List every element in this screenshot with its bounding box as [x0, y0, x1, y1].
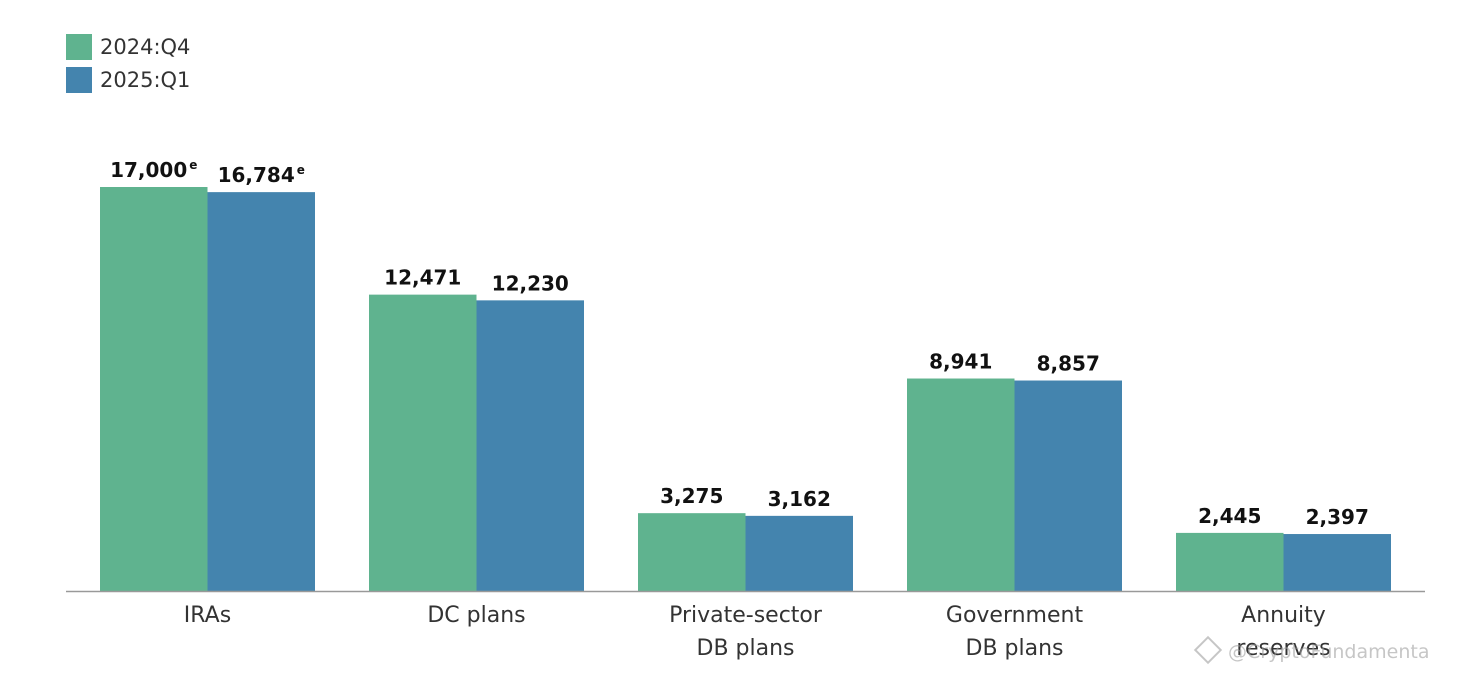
watermark-text: @CryptoFundamenta	[1228, 641, 1430, 663]
category-label-0-0: IRAs	[184, 603, 231, 628]
legend: 2024:Q4 2025:Q1	[66, 30, 190, 96]
legend-item-2024q4: 2024:Q4	[66, 30, 190, 63]
bar-1-0	[369, 294, 477, 591]
watermark: @CryptoFundamenta	[1193, 635, 1430, 665]
bar-3-0	[907, 378, 1015, 591]
bar-1-1	[476, 300, 584, 591]
data-label-4-1: 2,397	[1306, 505, 1369, 529]
category-label-3-1: DB plans	[966, 636, 1064, 661]
bar-3-1	[1014, 380, 1122, 591]
bar-4-0	[1176, 532, 1284, 591]
data-label-4-0: 2,445	[1198, 504, 1261, 528]
legend-label-2025q1: 2025:Q1	[100, 67, 191, 92]
category-label-2-1: DB plans	[697, 636, 795, 661]
data-label-3-0: 8,941	[929, 350, 992, 374]
data-label-2-1: 3,162	[768, 487, 831, 511]
data-label-2-0: 3,275	[660, 484, 723, 508]
category-label-4-0: Annuity	[1241, 603, 1326, 628]
legend-swatch-2025q1	[66, 66, 92, 93]
category-label-4-1: reserves	[1236, 636, 1330, 661]
data-label-0-1: 16,784 e	[218, 163, 305, 187]
legend-label-2024q4: 2024:Q4	[100, 34, 191, 59]
bar-2-1	[745, 515, 853, 591]
legend-item-2025q1: 2025:Q1	[66, 63, 190, 96]
data-label-1-1: 12,230	[492, 271, 569, 295]
bar-4-1	[1283, 534, 1391, 591]
binance-diamond-icon	[1193, 635, 1223, 665]
category-label-3-0: Government	[946, 603, 1084, 628]
category-label-2-0: Private-sector	[669, 603, 823, 628]
data-label-3-1: 8,857	[1037, 352, 1100, 376]
data-label-1-0: 12,471	[384, 266, 461, 290]
legend-swatch-2024q4	[66, 33, 92, 60]
data-label-0-0: 17,000 e	[110, 158, 197, 182]
bar-0-1	[207, 192, 315, 591]
bar-2-0	[638, 513, 746, 591]
bar-0-0	[100, 187, 208, 591]
category-label-1-0: DC plans	[427, 603, 525, 628]
